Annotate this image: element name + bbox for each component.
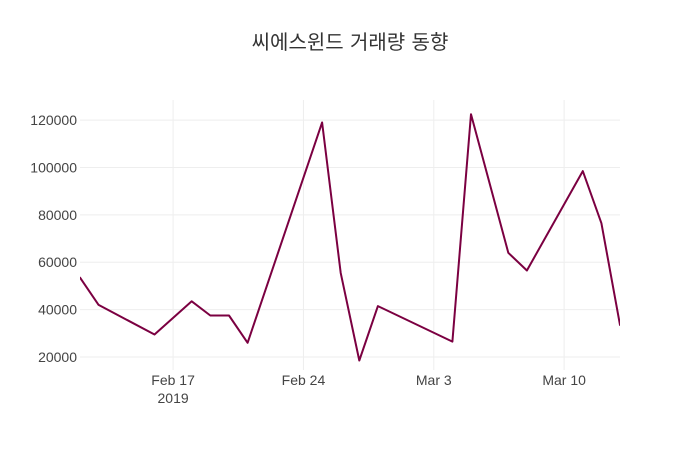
data-point[interactable]: [598, 220, 604, 226]
data-point[interactable]: [505, 250, 511, 256]
data-point[interactable]: [580, 168, 586, 174]
data-point[interactable]: [151, 331, 157, 337]
data-point[interactable]: [524, 268, 530, 274]
data-point[interactable]: [207, 313, 213, 319]
x-tick-label: Mar 10: [542, 372, 586, 388]
y-tick-label: 20000: [38, 349, 77, 365]
x-tick-sublabel: 2019: [158, 390, 189, 406]
y-tick-label: 100000: [30, 160, 77, 176]
data-point[interactable]: [226, 313, 232, 319]
y-tick-label: 60000: [38, 254, 77, 270]
data-point[interactable]: [356, 358, 362, 364]
data-point[interactable]: [468, 111, 474, 117]
y-tick-label: 40000: [38, 302, 77, 318]
data-point[interactable]: [319, 120, 325, 126]
x-tick-label: Feb 24: [282, 372, 326, 388]
data-point[interactable]: [189, 298, 195, 304]
series-line: [80, 113, 620, 362]
gridlines: [80, 100, 620, 370]
chart-title: 씨에스윈드 거래량 동향: [252, 30, 449, 54]
data-point[interactable]: [338, 270, 344, 276]
data-point[interactable]: [375, 303, 381, 309]
data-point[interactable]: [96, 302, 102, 308]
data-point[interactable]: [245, 340, 251, 346]
y-tick-label: 120000: [30, 112, 77, 128]
data-point[interactable]: [77, 275, 83, 281]
data-point[interactable]: [617, 322, 623, 328]
x-tick-label: Mar 3: [416, 372, 452, 388]
axis-ticks: 20000 40000 60000 80000 100000 120000 Feb 17 20…: [30, 112, 586, 406]
y-tick-label: 80000: [38, 207, 77, 223]
data-point[interactable]: [449, 339, 455, 345]
series-layer: [77, 111, 623, 364]
x-tick-label: Feb 17: [151, 372, 195, 388]
